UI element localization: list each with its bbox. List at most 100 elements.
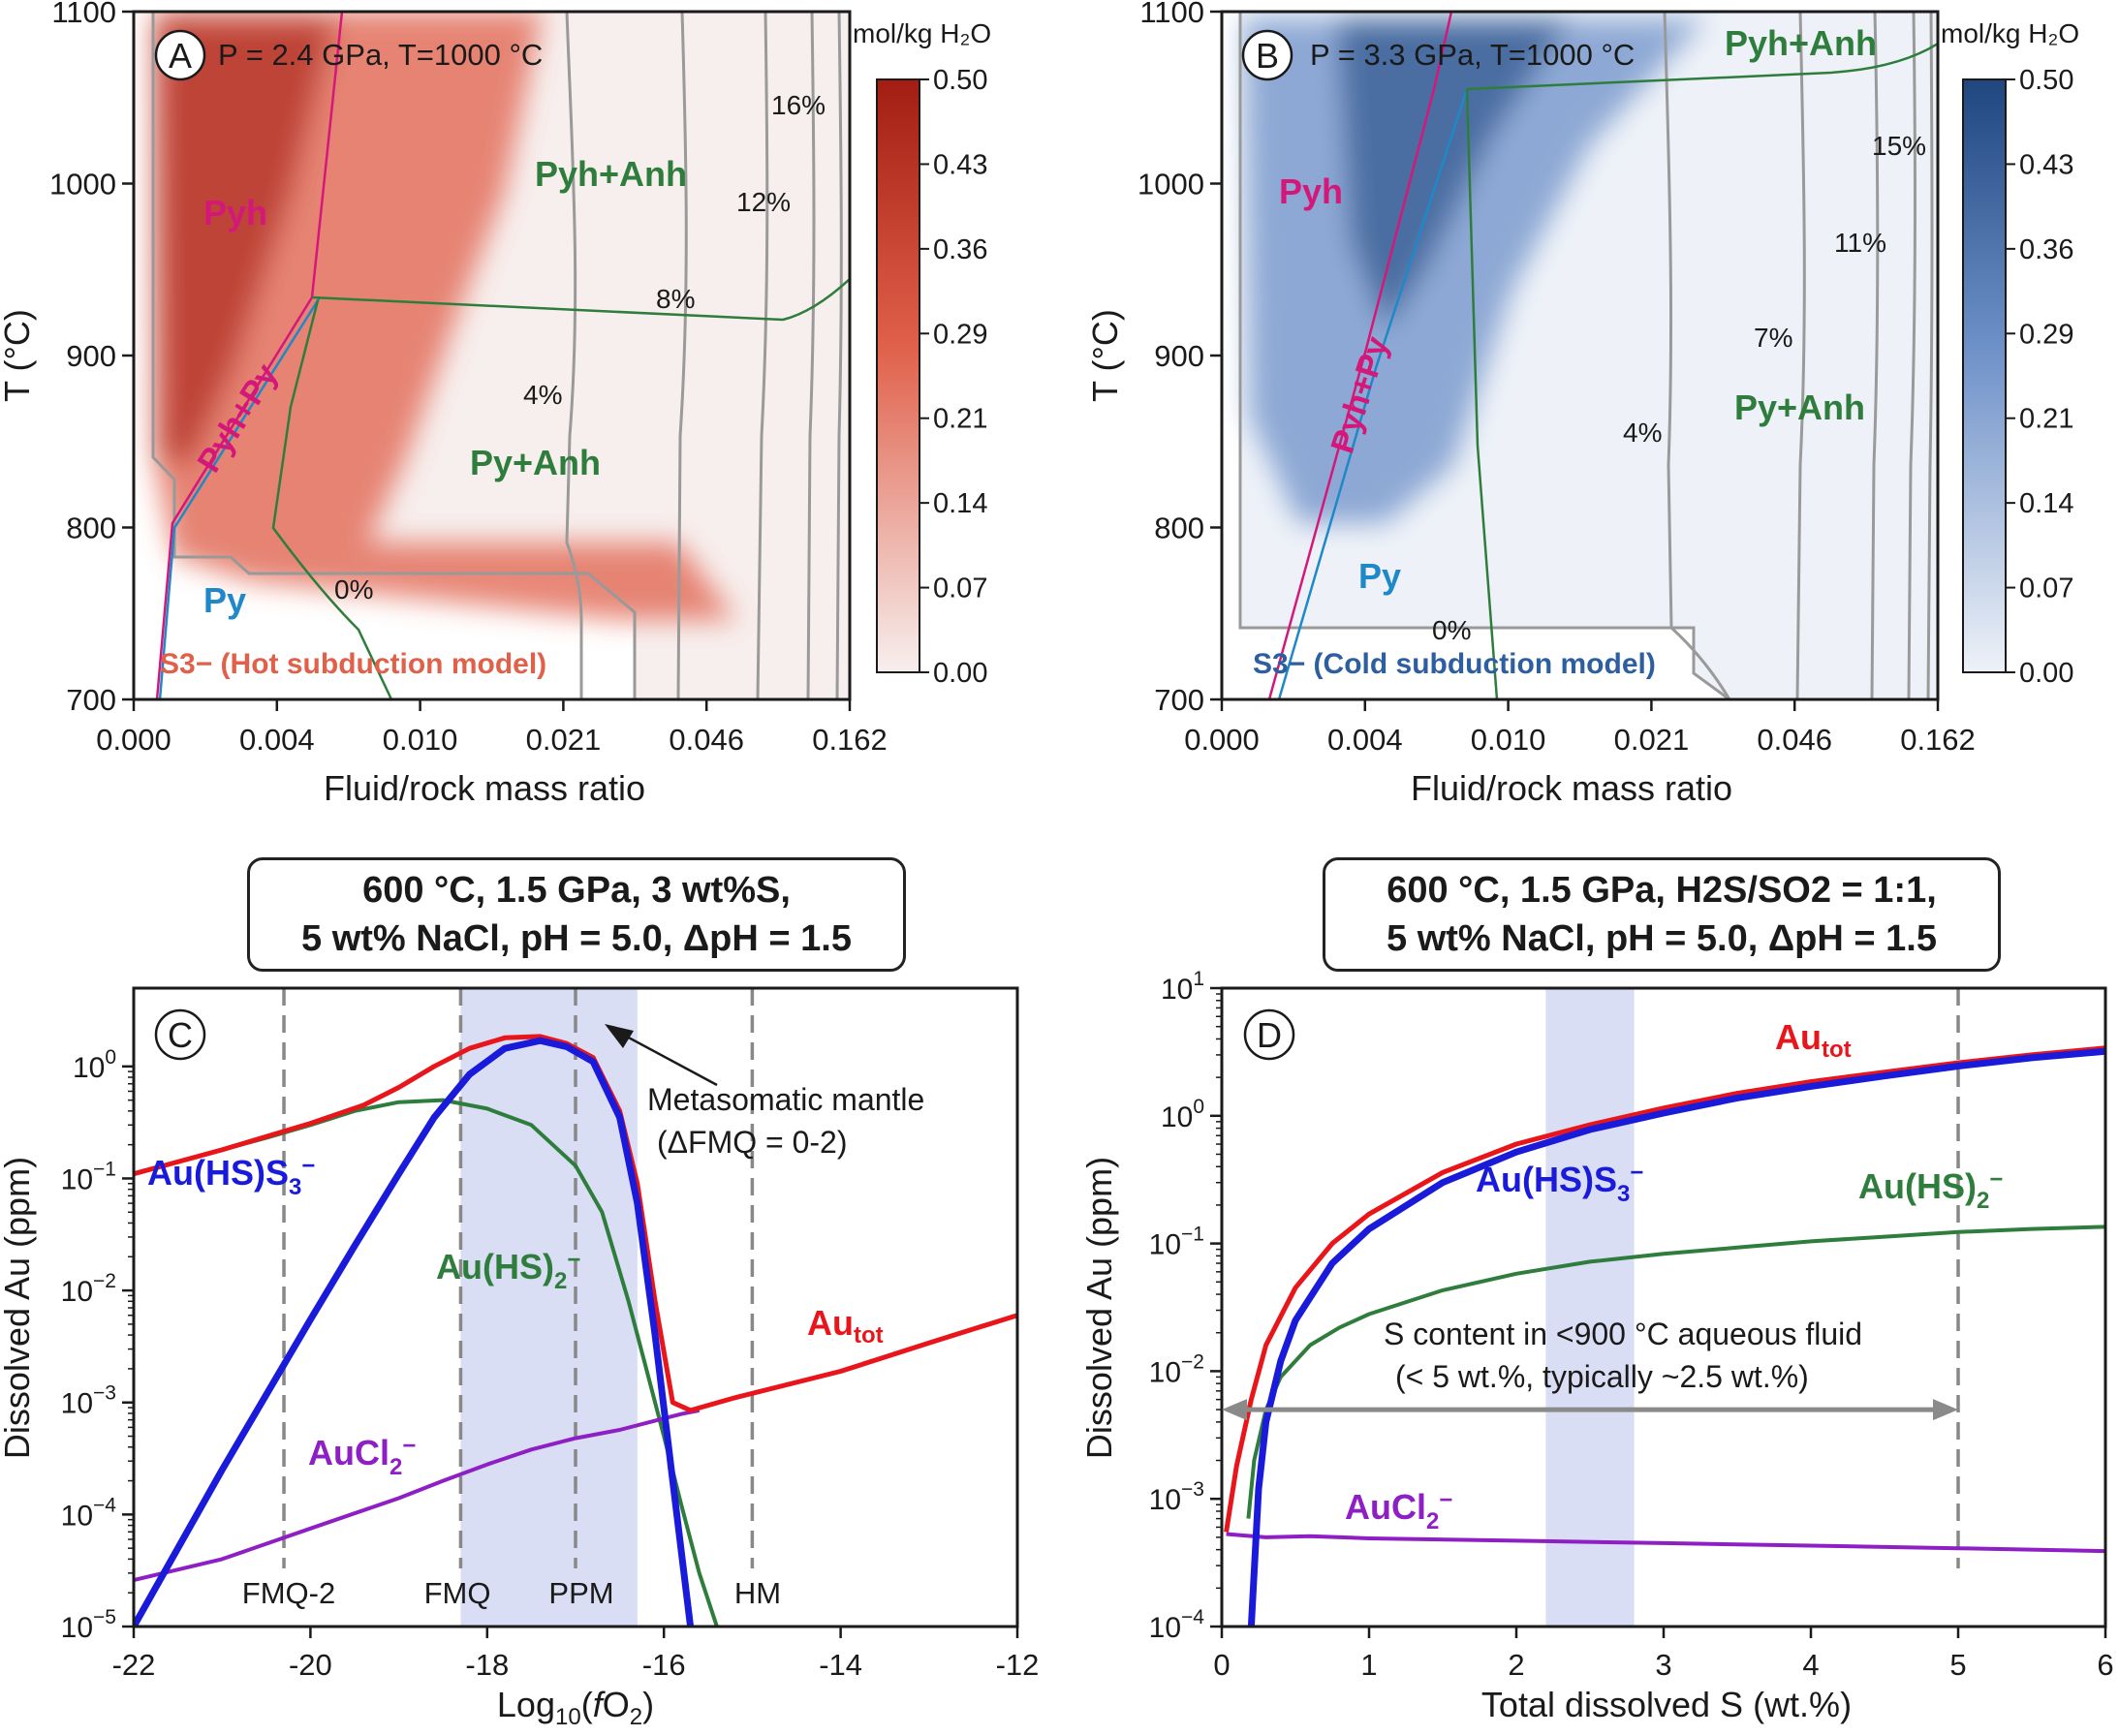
x-tick-label: -20 [289, 1648, 332, 1682]
contour-line [1663, 12, 1731, 699]
panel-d-annotation-line1: S content in <900 °C aqueous fluid [1384, 1317, 1862, 1351]
panel-b-label: P = 3.3 GPa, T=1000 °C [1310, 38, 1635, 72]
colorbar-tick-label: 0.43 [933, 149, 987, 180]
series-label-autot-d: Autot [1775, 1017, 1852, 1063]
contour-label-11-b: 11% [1834, 228, 1886, 258]
series-label-aucl2: AuCl2− [308, 1433, 416, 1480]
series-label-auhss3: Au(HS)S3− [147, 1153, 315, 1200]
x-tick-label: 1 [1360, 1648, 1377, 1682]
colorbar-tick-label: 0.07 [933, 574, 987, 604]
panel-b: B P = 3.3 GPa, T=1000 °C Pyh Pyh+Py Pyh+… [1085, 0, 2079, 808]
y-tick-exponent: −1 [93, 1158, 116, 1180]
x-tick-label: 0.000 [1184, 723, 1260, 757]
y-tick-label: 1000 [49, 168, 116, 202]
x-tick-label: 6 [2097, 1648, 2113, 1682]
heat-zone-high [160, 19, 334, 465]
contour-line [1926, 12, 1934, 699]
y-tick-label: 10−5 [61, 1606, 116, 1644]
heat-zone-medium [153, 12, 736, 620]
x-tick-label: 0.046 [1757, 723, 1832, 757]
y-tick-label: 700 [1154, 683, 1204, 717]
y-tick-label: 10−2 [1149, 1350, 1204, 1388]
contour-label-4-b: 4% [1623, 418, 1662, 448]
y-tick-label: 900 [1154, 339, 1204, 373]
panel-d-condition-line2: 5 wt% NaCl, pH = 5.0, ΔpH = 1.5 [1387, 918, 1937, 959]
phase-boundary-py-anh-b [1465, 88, 1499, 699]
y-tick-label: 700 [66, 683, 116, 717]
heat-zone-high [1337, 19, 1570, 329]
contour-label-4: 4% [523, 380, 562, 410]
x-tick-label: -12 [996, 1648, 1040, 1682]
x-tick-label: 0.046 [669, 723, 744, 757]
panel-a-colorbar-title: mol/kg H₂O [853, 18, 991, 48]
panel-a-model-label: S3− (Hot subduction model) [160, 648, 546, 680]
panel-c-condition-line1: 600 °C, 1.5 GPa, 3 wt%S, [362, 870, 791, 911]
colorbar-tick-label: 0.50 [933, 65, 987, 96]
phase-boundary-pyh-py-left [155, 12, 344, 699]
panel-b-colorbar [1962, 78, 2007, 673]
arrow-head-left [1222, 1399, 1247, 1421]
contour-line [1870, 12, 1880, 699]
panel-b-letter: B [1256, 36, 1279, 76]
field-label-pyh-b: Pyh [1279, 171, 1343, 211]
panel-d-frame [1220, 986, 2107, 1628]
panel-c-xlabel: Log10(fO2) [497, 1685, 654, 1730]
phase-boundary-py-blue-b [1277, 88, 1469, 699]
colorbar-tick-label: 0.14 [933, 488, 987, 519]
panel-c-ylabel: Dissolved Au (ppm) [0, 1157, 37, 1459]
colorbar-tick-label: 0.14 [2019, 488, 2073, 519]
panel-c-annotation-arrowhead [605, 1024, 634, 1048]
panel-c-shaded-region [460, 988, 638, 1627]
contour-line [1907, 12, 1917, 699]
phase-boundary-pyh-py-left-b [1267, 12, 1453, 699]
y-tick-label: 101 [1161, 968, 1204, 1006]
panel-d-letter-circle [1243, 1008, 1295, 1061]
contour-line [1795, 12, 1806, 699]
field-label-py-b: Py [1358, 556, 1401, 596]
phase-boundary-anh-b [1466, 42, 1938, 91]
buffer-label-fmq: FMQ [424, 1576, 491, 1610]
panel-b-colorbar-title: mol/kg H₂O [1941, 18, 2079, 48]
contour-line [806, 12, 816, 699]
panel-b-ylabel: T (°C) [1085, 309, 1125, 402]
y-tick-exponent: 0 [1193, 1096, 1204, 1118]
phase-boundary-py-anh [271, 299, 393, 699]
panel-d-condition-line1: 600 °C, 1.5 GPa, H2S/SO2 = 1:1, [1387, 870, 1937, 911]
field-label-pyh-anh: Pyh+Anh [535, 154, 687, 194]
contour-label-0: 0% [334, 574, 373, 604]
y-tick-label: 10−4 [1149, 1606, 1205, 1644]
panel-b-model-label: S3− (Cold subduction model) [1253, 648, 1656, 680]
panel-c-letter: C [168, 1015, 193, 1055]
colorbar-tick-label: 0.00 [2019, 658, 2073, 689]
y-tick-label: 10−1 [61, 1158, 116, 1195]
series-label-aucl2-d: AuCl2− [1345, 1487, 1452, 1534]
y-tick-label: 10−2 [61, 1270, 116, 1308]
panel-a-label: P = 2.4 GPa, T=1000 °C [218, 38, 543, 72]
y-tick-label: 1100 [51, 0, 116, 29]
panel-c: C -22 -20 -18 -16 -14 -12 10−5 10−4 10−3 10−2 10−1… [0, 986, 1040, 1730]
y-tick-label: 1000 [1137, 168, 1204, 202]
panel-a-xlabel: Fluid/rock mass ratio [324, 768, 645, 808]
contour-label-16: 16% [771, 90, 826, 120]
panel-c-annotation-line2: (ΔFMQ = 0-2) [657, 1125, 848, 1160]
x-tick-label: 3 [1655, 1648, 1671, 1682]
x-tick-label: 0.010 [383, 723, 458, 757]
y-tick-exponent: −1 [1181, 1224, 1204, 1246]
y-tick-label: 100 [73, 1046, 116, 1084]
panel-c-condition-line2: 5 wt% NaCl, pH = 5.0, ΔpH = 1.5 [301, 918, 852, 959]
panel-d-shaded-region [1545, 988, 1635, 1627]
colorbar-tick-label: 0.29 [2019, 319, 2073, 350]
panel-d-ylabel: Dissolved Au (ppm) [1079, 1157, 1119, 1459]
panel-a-ylabel: T (°C) [0, 309, 37, 402]
panel-d-condition-box: 600 °C, 1.5 GPa, H2S/SO2 = 1:1, 5 wt% Na… [1323, 857, 2001, 972]
contour-label-8: 8% [656, 284, 695, 314]
panel-a-letter-circle [154, 29, 206, 81]
y-tick-exponent: −3 [1181, 1478, 1204, 1501]
field-label-py: Py [203, 580, 246, 620]
contour-label-7-b: 7% [1754, 323, 1792, 353]
colorbar-tick-label: 0.36 [933, 234, 987, 265]
panel-b-domain-outline [1238, 12, 1730, 699]
y-tick-label: 10−1 [1149, 1224, 1204, 1261]
y-tick-label: 100 [1161, 1096, 1204, 1133]
phase-boundary-py-blue [158, 296, 322, 699]
